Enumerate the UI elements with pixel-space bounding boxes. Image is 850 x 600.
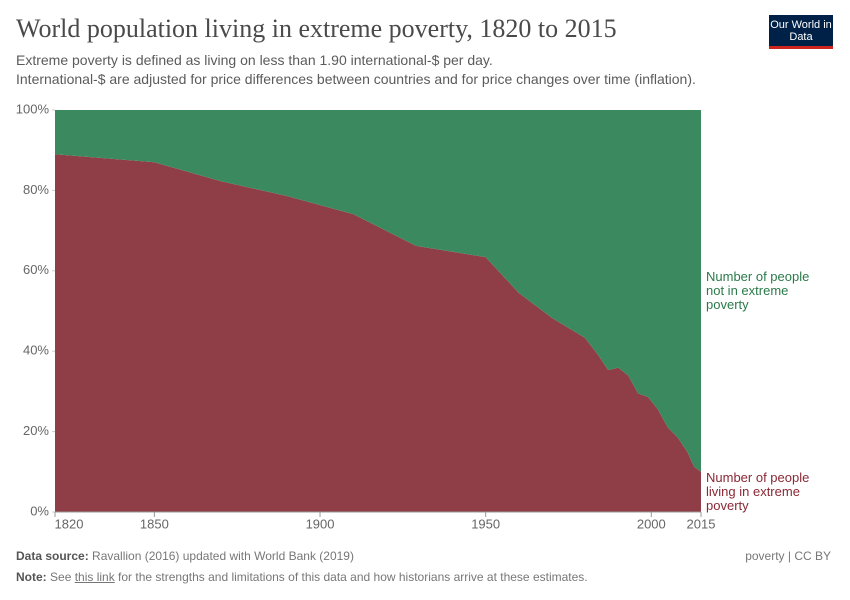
source-label: Data source: [16,549,89,563]
subtitle: International-$ are adjusted for price d… [16,71,696,87]
note-text: See [50,570,75,584]
x-tick-label: 1820 [55,516,84,531]
y-tick-label: 0% [30,503,49,518]
note-link[interactable]: this link [74,570,115,584]
note: Note: See this link for the strengths an… [16,570,588,584]
x-tick-label: 1900 [306,516,335,531]
series-label: Number of people not in extreme poverty [706,268,810,312]
chart-title: World population living in extreme pover… [16,14,617,43]
x-tick-label: 2000 [637,516,666,531]
source: Data source: Ravallion (2016) updated wi… [16,549,354,563]
note-text: for the strengths and limitations of thi… [114,570,588,584]
x-tick-label: 1950 [471,516,500,531]
x-tick-label: 2015 [687,516,716,531]
subtitle: Extreme poverty is defined as living on … [16,52,493,68]
y-tick-label: 80% [23,182,49,197]
x-tick-label: 1850 [140,516,169,531]
area [55,154,701,512]
y-tick-label: 60% [23,262,49,277]
note-label: Note: [16,570,47,584]
license: poverty | CC BY [745,549,831,563]
y-tick-label: 20% [23,423,49,438]
area [55,110,701,472]
series-label: Number of people living in extreme pover… [706,469,810,513]
y-tick-label: 40% [23,343,49,358]
y-tick-label: 100% [16,101,50,116]
logo[interactable]: Our World in Data [769,15,833,49]
source-text: Ravallion (2016) updated with World Bank… [92,549,354,563]
